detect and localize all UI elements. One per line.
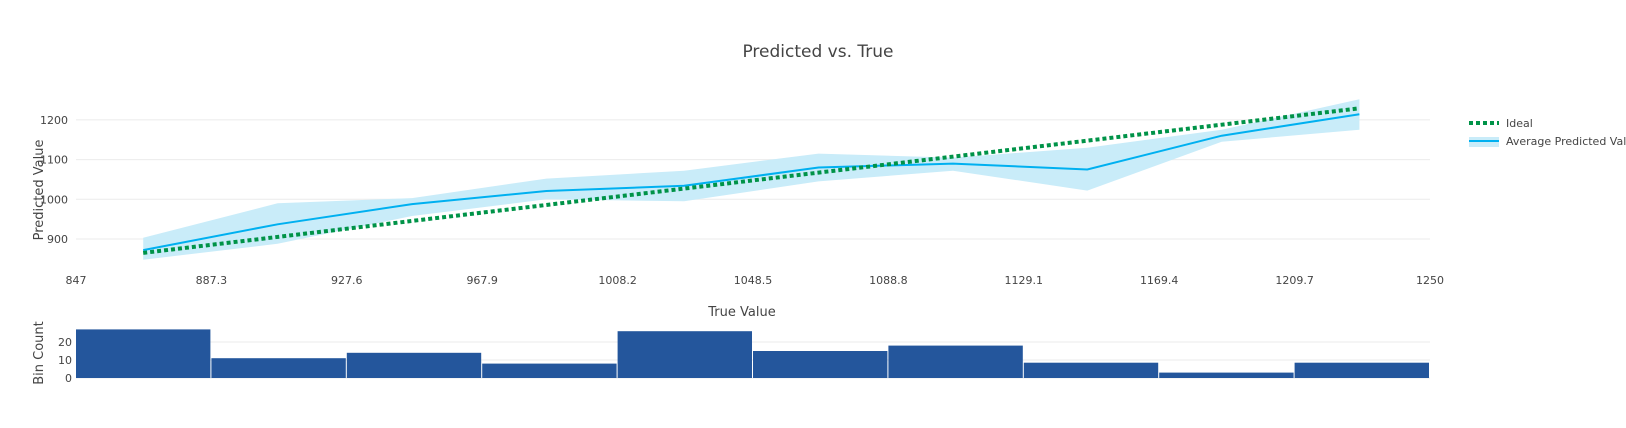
histogram-bar [1023, 362, 1159, 378]
legend: Ideal Average Predicted Value [1469, 117, 1626, 148]
histogram-bar [1294, 362, 1429, 378]
x-tick-label: 1129.1 [1005, 274, 1044, 287]
main-y-ticks: 900 1000 1100 1200 [40, 114, 68, 246]
main-y-tick-label: 1100 [40, 154, 68, 167]
main-y-tick-label: 900 [47, 233, 68, 246]
histogram-y-tick-label: 10 [58, 354, 72, 367]
histogram-y-ticks: 0 10 20 [58, 336, 72, 385]
x-tick-label: 887.3 [196, 274, 228, 287]
histogram-y-tick-label: 0 [65, 372, 72, 385]
x-tick-label: 1169.4 [1140, 274, 1179, 287]
average-predicted-line [143, 113, 1360, 252]
x-tick-label: 1209.7 [1275, 274, 1314, 287]
main-y-tick-label: 1200 [40, 114, 68, 127]
histogram-bar [753, 351, 888, 378]
x-tick-label: 1048.5 [734, 274, 773, 287]
main-x-ticks: 847 887.3 927.6 967.9 1008.2 1048.5 1088.8 1129… [66, 274, 1445, 287]
main-grid [76, 119, 1430, 240]
legend-ideal-label: Ideal [1506, 117, 1533, 130]
histogram-bar [211, 358, 346, 378]
x-tick-label: 1008.2 [598, 274, 637, 287]
histogram-bar [617, 331, 752, 378]
histogram-bars [76, 329, 1429, 378]
histogram-y-tick-label: 20 [58, 336, 72, 349]
histogram-y-axis-title: Bin Count [32, 321, 47, 385]
chart-title: Predicted vs. True [742, 42, 893, 62]
x-tick-label: 847 [66, 274, 87, 287]
histogram-bar [346, 352, 482, 378]
x-axis-title: True Value [707, 305, 775, 320]
histogram-bar [482, 363, 617, 378]
x-tick-label: 967.9 [466, 274, 498, 287]
main-y-tick-label: 1000 [40, 193, 68, 206]
legend-average-label: Average Predicted Value [1506, 135, 1626, 148]
ideal-line [142, 106, 1360, 255]
y-axis-title: Predicted Value [32, 140, 47, 241]
histogram-bar [888, 345, 1023, 378]
x-tick-label: 927.6 [331, 274, 363, 287]
x-tick-label: 1250 [1416, 274, 1444, 287]
histogram-bar [76, 329, 211, 378]
x-tick-label: 1088.8 [869, 274, 908, 287]
histogram-bar [1159, 372, 1294, 378]
